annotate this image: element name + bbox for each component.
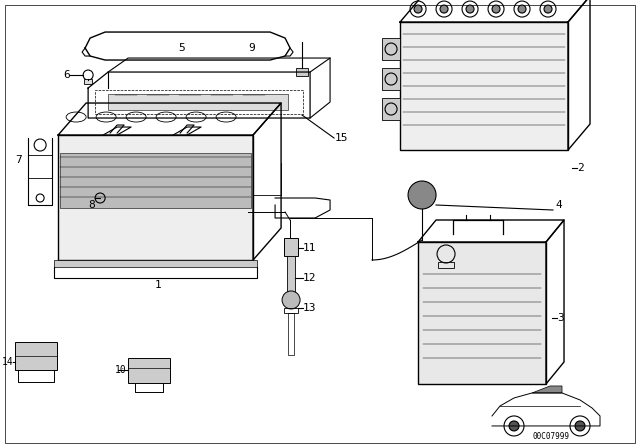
Text: 00C07999: 00C07999 <box>532 432 569 441</box>
Text: 14: 14 <box>1 357 13 367</box>
Text: 8: 8 <box>88 200 95 210</box>
Bar <box>418 242 546 384</box>
Text: 6: 6 <box>63 70 70 80</box>
Bar <box>54 260 257 267</box>
Bar <box>284 308 298 313</box>
Text: 13: 13 <box>303 303 317 313</box>
Bar <box>284 238 298 256</box>
Circle shape <box>509 421 519 431</box>
Text: 10: 10 <box>115 365 126 375</box>
Bar <box>60 153 251 208</box>
Circle shape <box>440 5 448 13</box>
Bar <box>287 256 295 296</box>
Circle shape <box>544 5 552 13</box>
Text: 1: 1 <box>155 280 162 290</box>
Text: 11: 11 <box>303 243 317 253</box>
Bar <box>128 358 170 383</box>
Bar <box>296 68 308 76</box>
Bar <box>108 94 288 110</box>
Text: 3: 3 <box>557 313 564 323</box>
Text: 7: 7 <box>15 155 22 165</box>
Bar <box>438 262 454 268</box>
Circle shape <box>408 181 436 209</box>
Text: 5: 5 <box>178 43 185 53</box>
Bar <box>84 79 92 84</box>
Bar <box>400 22 568 150</box>
Circle shape <box>492 5 500 13</box>
Circle shape <box>575 421 585 431</box>
Circle shape <box>466 5 474 13</box>
Bar <box>382 68 400 90</box>
Text: 15: 15 <box>335 133 349 143</box>
Text: 2: 2 <box>577 163 584 173</box>
Bar <box>382 98 400 120</box>
Text: 4: 4 <box>555 200 562 210</box>
Bar <box>95 90 303 114</box>
Circle shape <box>414 5 422 13</box>
Bar <box>58 135 253 260</box>
Circle shape <box>518 5 526 13</box>
Circle shape <box>282 291 300 309</box>
Bar <box>288 313 294 355</box>
Polygon shape <box>532 386 562 393</box>
Bar <box>15 342 57 370</box>
Text: 9: 9 <box>248 43 255 53</box>
Bar <box>382 38 400 60</box>
Text: 12: 12 <box>303 273 317 283</box>
